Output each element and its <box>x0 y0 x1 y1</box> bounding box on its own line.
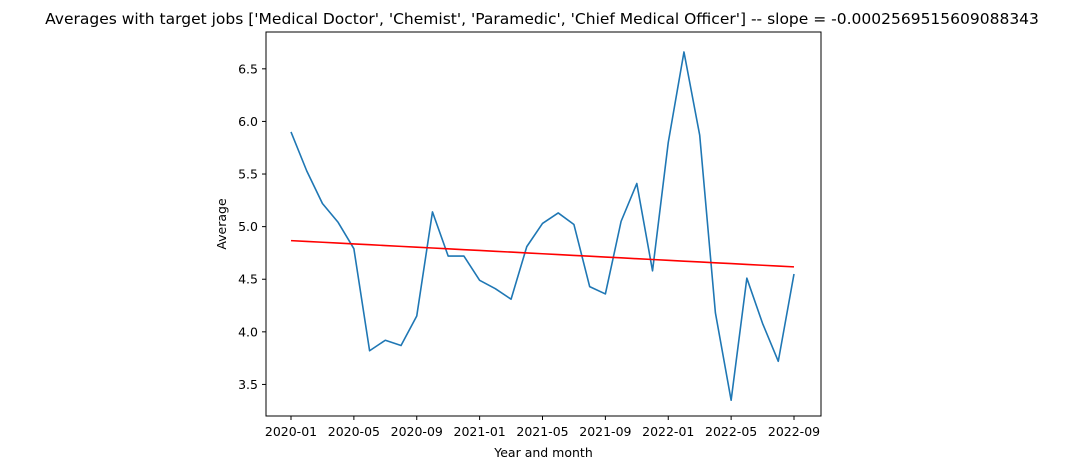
x-tick-label: 2021-05 <box>516 424 568 439</box>
y-tick-label: 3.5 <box>238 377 258 392</box>
x-axis-ticks: 2020-01 2020-05 2020-09 2021-01 2021-05 2021-… <box>265 416 820 439</box>
chart-title: Averages with target jobs ['Medical Doct… <box>45 10 1039 28</box>
y-tick-label: 5.5 <box>238 167 258 182</box>
x-tick-label: 2020-01 <box>265 424 317 439</box>
x-tick-label: 2020-05 <box>328 424 380 439</box>
y-tick-label: 4.0 <box>238 324 258 339</box>
y-tick-label: 6.0 <box>238 114 258 129</box>
plot-area <box>290 51 795 402</box>
y-axis-ticks: 3.5 4.0 4.5 5.0 5.5 6.0 6.5 <box>238 61 266 392</box>
x-axis-label: Year and month <box>493 445 593 460</box>
x-tick-label: 2022-01 <box>642 424 694 439</box>
trend-line <box>290 239 795 268</box>
x-tick-label: 2022-05 <box>705 424 757 439</box>
axes-frame <box>265 31 822 417</box>
y-tick-label: 6.5 <box>238 61 258 76</box>
average-series-line <box>290 51 795 402</box>
y-axis-label: Average <box>214 198 229 250</box>
x-tick-label: 2021-01 <box>454 424 506 439</box>
x-tick-label: 2021-09 <box>579 424 631 439</box>
y-tick-label: 5.0 <box>238 219 258 234</box>
x-tick-label: 2022-09 <box>768 424 820 439</box>
x-tick-label: 2020-09 <box>391 424 443 439</box>
y-tick-label: 4.5 <box>238 272 258 287</box>
